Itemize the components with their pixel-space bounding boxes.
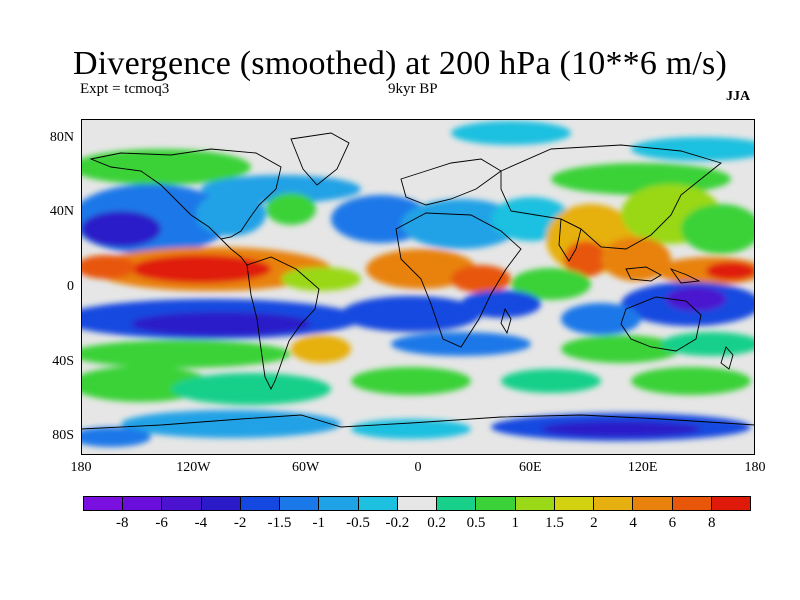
- colorbar-segment: [397, 497, 438, 510]
- colorbar-label: -1.5: [267, 515, 292, 531]
- lon-label: 180: [744, 460, 766, 475]
- colorbar-segment: [437, 497, 477, 510]
- lat-label: 40S: [52, 353, 74, 369]
- colorbar-label: 1.5: [545, 515, 564, 531]
- colorbar-segment: [358, 497, 398, 510]
- period-label: 9kyr BP: [388, 81, 438, 97]
- colorbar-segment: [672, 497, 712, 510]
- colorbar-segment: [123, 497, 163, 510]
- colorbar-segment: [201, 497, 241, 510]
- lat-label: 80N: [49, 129, 74, 145]
- colorbar-label: 1: [511, 515, 519, 531]
- colorbar-segment: [633, 497, 673, 510]
- lon-label: 60W: [292, 460, 320, 475]
- colorbar-label: 0.5: [466, 515, 486, 531]
- colorbar-label: 0.2: [427, 515, 447, 531]
- lon-label: 120E: [627, 460, 658, 475]
- divergence-fields: [81, 121, 755, 447]
- colorbar-segment: [280, 497, 320, 510]
- colorbar-label: -1: [312, 515, 326, 531]
- colorbar-label: -0.2: [385, 515, 410, 531]
- colorbar-segment: [554, 497, 595, 510]
- colorbar-label: 6: [668, 515, 677, 531]
- lon-label: 0: [414, 460, 422, 475]
- colorbar-label: 2: [590, 515, 598, 531]
- lon-label: 120W: [176, 460, 211, 475]
- map-frame: [81, 119, 755, 455]
- season-label: JJA: [726, 89, 751, 104]
- colorbar-segment: [319, 497, 359, 510]
- divergence-map: [81, 119, 755, 455]
- colorbar-label: -2: [233, 515, 247, 531]
- map-title: Divergence (smoothed) at 200 hPa (10**6 …: [72, 45, 728, 82]
- colorbar-label: -6: [155, 515, 168, 531]
- lon-label: 60E: [519, 460, 542, 475]
- colorbar-label: 4: [629, 515, 637, 531]
- colorbar-segment: [515, 497, 555, 510]
- colorbar-label: -8: [116, 515, 129, 531]
- experiment-label: Expt = tcmoq3: [80, 81, 170, 97]
- lon-label: 180: [70, 460, 92, 475]
- coastlines: [81, 132, 755, 430]
- lat-label: 40N: [49, 204, 74, 220]
- colorbar: [83, 496, 751, 511]
- lat-label: 0: [67, 279, 74, 294]
- colorbar-label: -4: [194, 515, 208, 531]
- colorbar-segment: [84, 497, 124, 510]
- colorbar-segment: [476, 497, 516, 510]
- colorbar-label: -0.5: [346, 515, 370, 531]
- lat-label: 80S: [52, 428, 74, 444]
- colorbar-segment: [594, 497, 634, 510]
- colorbar-label: 8: [707, 515, 716, 531]
- colorbar-segment: [162, 497, 202, 510]
- colorbar-segment: [711, 497, 750, 510]
- colorbar-segment: [240, 497, 281, 510]
